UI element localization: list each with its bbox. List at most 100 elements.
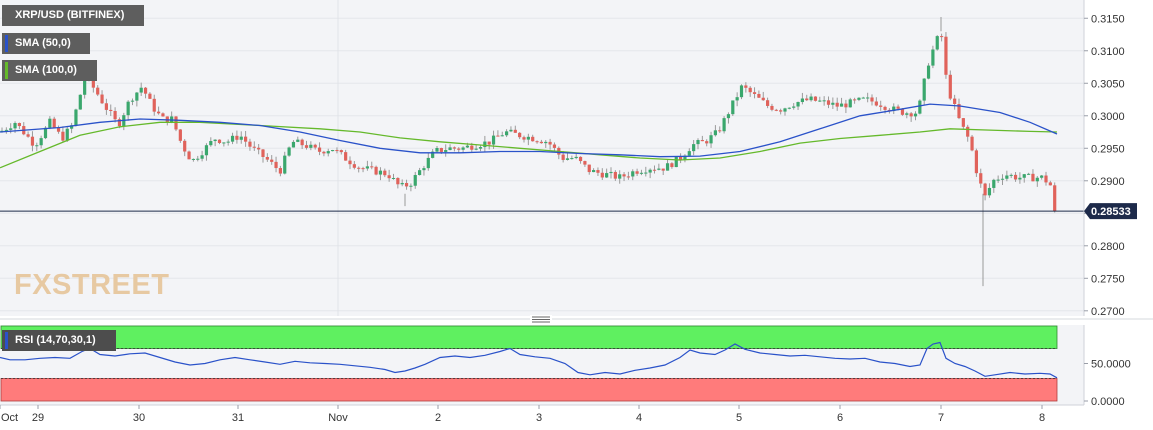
time-tick-label: Oct <box>1 412 18 424</box>
candle-body <box>43 127 48 139</box>
candle-body <box>487 141 491 145</box>
candle-body <box>465 145 470 148</box>
candle-body <box>722 118 726 132</box>
candle-body <box>239 136 243 140</box>
candle-body <box>96 87 100 95</box>
price-tick-label: 0.3050 <box>1091 78 1125 90</box>
candle-body <box>217 139 222 143</box>
candle-body <box>39 138 43 146</box>
candle-body <box>261 149 265 157</box>
sma-50-line <box>0 103 1058 158</box>
candle-body <box>996 179 1000 181</box>
candle-body <box>139 87 143 93</box>
candle-body <box>605 173 609 178</box>
price-plot-background <box>0 0 1084 316</box>
candle-body <box>570 158 574 160</box>
candle-body <box>1009 174 1013 176</box>
candle-body <box>478 147 483 149</box>
candle-body <box>378 170 383 175</box>
candle-body <box>4 129 8 131</box>
candle-body <box>1000 178 1005 180</box>
candle-body <box>339 150 343 153</box>
candle-body <box>505 131 509 136</box>
candle-body <box>461 147 465 150</box>
candle-body <box>922 78 926 101</box>
price-gridlines <box>0 17 1084 312</box>
candle-body <box>826 100 831 105</box>
candle-body <box>944 36 948 75</box>
candle-body <box>931 49 935 66</box>
candle-body <box>892 106 896 112</box>
candle-body <box>692 144 696 152</box>
candle-body <box>183 140 187 152</box>
candle-body <box>853 99 857 101</box>
candle-body <box>770 105 774 110</box>
price-tick-label: 0.2700 <box>1091 306 1125 318</box>
candle-body <box>496 135 500 137</box>
candle-body <box>726 114 731 119</box>
candle-body <box>335 150 339 152</box>
candle-body <box>352 164 356 168</box>
candle-body <box>1027 173 1031 175</box>
candle-body <box>296 139 300 142</box>
candle-body <box>561 154 565 160</box>
candle-body <box>83 78 87 95</box>
candle-body <box>718 130 722 132</box>
candle-body <box>322 151 326 154</box>
candle-body <box>900 108 905 115</box>
candle-body <box>317 147 322 152</box>
time-tick-label: 4 <box>636 412 642 424</box>
sma-50-legend[interactable]: SMA (50,0) <box>2 33 90 54</box>
candle-body <box>679 156 683 160</box>
sma-100-legend[interactable]: SMA (100,0) <box>2 60 97 81</box>
candle-body <box>739 85 744 98</box>
sma-50-label: SMA (50,0) <box>15 37 71 49</box>
candle-body <box>796 102 800 107</box>
candle-body <box>291 141 296 148</box>
candle-body <box>100 94 104 104</box>
symbol-legend[interactable]: XRP/USD (BITFINEX) <box>2 5 144 26</box>
candle-body <box>787 107 791 109</box>
candle-body <box>905 113 909 115</box>
candle-body <box>143 87 148 94</box>
candle-body <box>470 145 474 150</box>
candle-body <box>1005 175 1009 179</box>
candle-body <box>844 103 848 108</box>
candle-body <box>926 65 931 79</box>
candle-body <box>491 135 496 145</box>
candle-body <box>761 97 765 101</box>
price-tick-label: 0.2900 <box>1091 176 1125 188</box>
candle-body <box>896 106 900 109</box>
candle-body <box>1031 173 1035 182</box>
candle-body <box>879 105 883 107</box>
candle-body <box>683 155 687 160</box>
candle-body <box>270 159 274 162</box>
candle-body <box>278 168 282 174</box>
sma-50-swatch <box>5 35 8 52</box>
rsi-axis: 50.0000 0.0000 <box>1084 359 1131 408</box>
symbol-label: XRP/USD (BITFINEX) <box>15 9 125 21</box>
candle-body <box>148 93 152 99</box>
pane-resize-handle[interactable] <box>530 315 552 323</box>
price-pane: FXSTREET 0.31500.31000.30500.30000.29500… <box>0 0 1137 318</box>
candle-body <box>56 127 61 132</box>
time-tick-label: 2 <box>435 412 441 424</box>
candle-body <box>979 173 983 184</box>
candle-body <box>992 179 996 188</box>
candle-body <box>78 94 82 110</box>
candle-body <box>857 97 861 100</box>
candle-body <box>1048 182 1052 186</box>
candle-body <box>457 148 461 150</box>
rsi-legend[interactable]: RSI (14,70,30,1) <box>2 330 116 351</box>
candle-body <box>552 144 557 148</box>
candle-body <box>1053 185 1057 212</box>
candle-body <box>940 36 944 38</box>
candle-body <box>800 98 804 103</box>
candle-body <box>974 150 978 174</box>
candle-body <box>500 135 504 137</box>
price-axis: 0.3150 0.3100 0.3050 0.3000 0.2950 0.2900 0.28… <box>1084 13 1125 318</box>
candle-body <box>361 168 365 170</box>
candle-body <box>779 110 783 112</box>
candle-body <box>883 106 887 110</box>
candle-body <box>109 109 113 111</box>
